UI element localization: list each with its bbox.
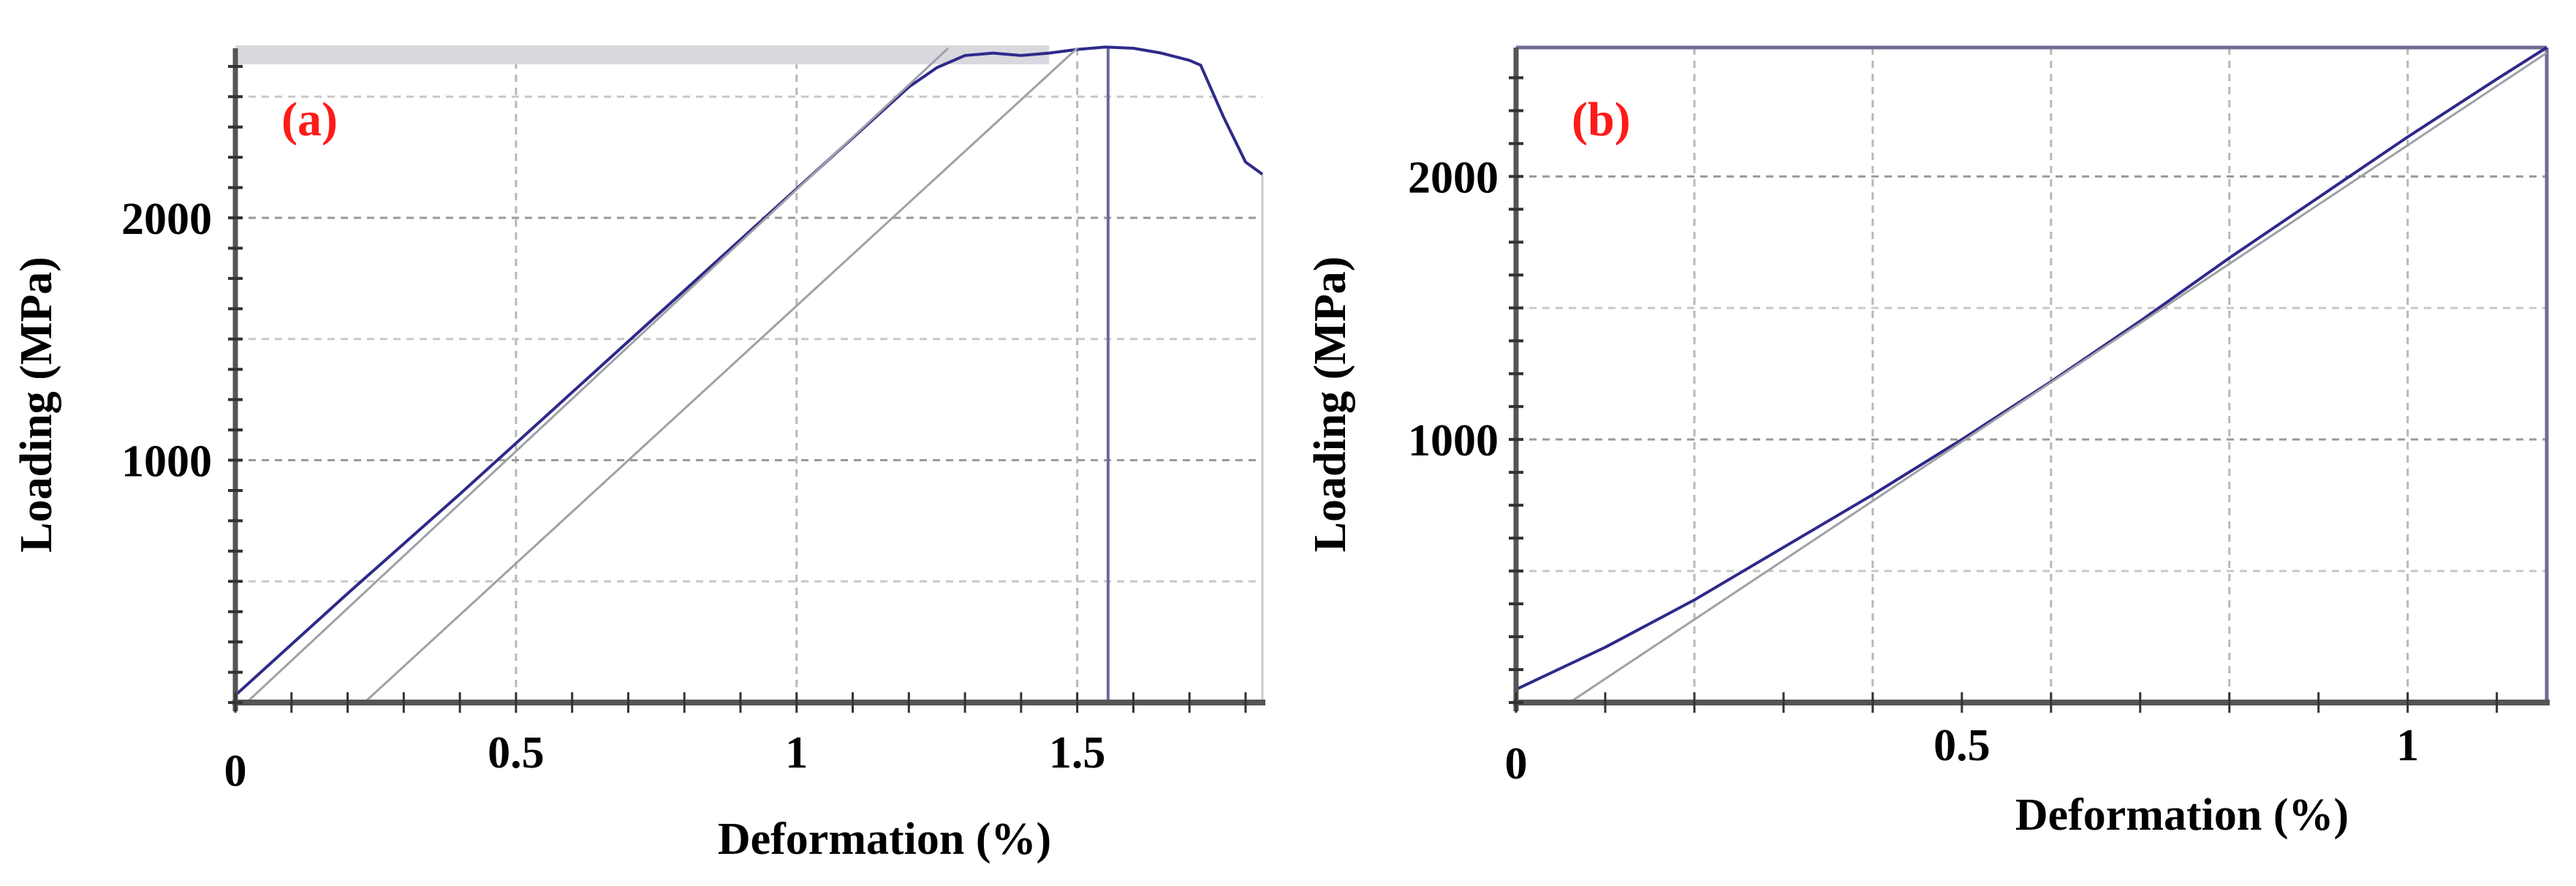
x-axis-title: Deformation (%) xyxy=(2015,790,2349,840)
y-axis-title: Loading (MPa) xyxy=(1306,257,1355,553)
panel-label: (b) xyxy=(1572,93,1631,146)
chart-panel-b: 0 0.5 1 1000 2000 Deformation (%) Loading (MPa… xyxy=(1306,45,2550,840)
chart-panel-a: 0 0.5 1 1.5 1000 2000 Deformation (%) Loading (… xyxy=(12,45,1265,864)
loading-curve xyxy=(234,45,1264,697)
x-tick-label: 0.5 xyxy=(1933,721,1990,770)
y-tick-label: 2000 xyxy=(1408,153,1499,202)
grid xyxy=(1516,48,2547,703)
x-tick-label: 0 xyxy=(224,746,247,796)
x-tick-label: 1.5 xyxy=(1049,728,1106,778)
y-tick-label: 1000 xyxy=(1408,416,1499,466)
top-band xyxy=(235,45,1050,64)
y-axis-title: Loading (MPa) xyxy=(12,257,61,553)
offset-line xyxy=(1569,51,2547,704)
x-tick-label: 1 xyxy=(785,728,808,778)
panel-label: (a) xyxy=(281,93,338,146)
loading-curve xyxy=(1515,46,2548,691)
offset-line xyxy=(246,47,950,704)
offset-line xyxy=(363,47,1078,704)
y-tick-label: 2000 xyxy=(121,194,212,244)
y-tick-label: 1000 xyxy=(121,437,212,487)
x-tick-label: 0 xyxy=(1505,739,1528,789)
x-axis-title: Deformation (%) xyxy=(718,814,1051,864)
grid xyxy=(235,48,1262,703)
x-tick-label: 0.5 xyxy=(488,728,545,778)
x-tick-label: 1 xyxy=(2396,721,2419,770)
